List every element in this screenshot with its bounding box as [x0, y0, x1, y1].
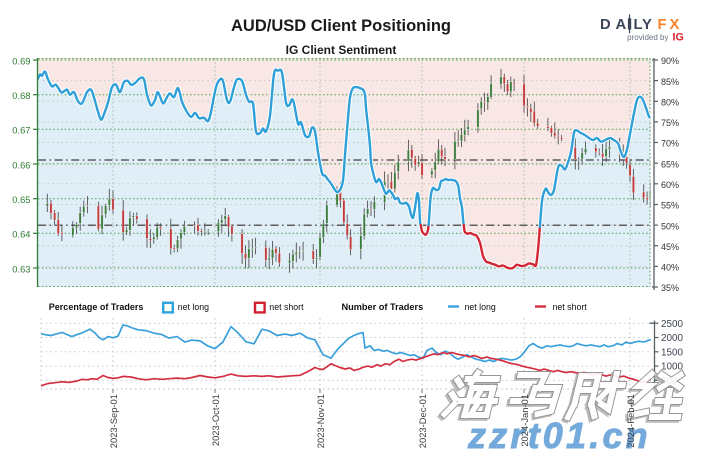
svg-text:70%: 70%: [661, 139, 679, 149]
svg-text:net short: net short: [269, 302, 304, 312]
svg-text:45%: 45%: [661, 242, 679, 252]
svg-text:2500: 2500: [661, 319, 683, 330]
svg-text:AUD/USD Client Positioning: AUD/USD Client Positioning: [231, 17, 451, 35]
svg-text:IG: IG: [673, 32, 684, 44]
svg-text:80%: 80%: [661, 98, 679, 108]
svg-text:Number of Traders: Number of Traders: [342, 302, 424, 312]
svg-text:1000: 1000: [661, 362, 683, 373]
svg-text:A: A: [616, 17, 627, 33]
svg-text:D: D: [600, 17, 611, 33]
svg-text:2023-Oct-01: 2023-Oct-01: [210, 394, 221, 446]
svg-text:zzrt01.cn: zzrt01.cn: [467, 415, 651, 455]
svg-text:X: X: [670, 17, 680, 33]
svg-text:net long: net long: [178, 302, 209, 312]
svg-text:0.64: 0.64: [12, 229, 30, 240]
svg-text:40%: 40%: [661, 263, 679, 273]
svg-text:Y: Y: [642, 17, 652, 33]
svg-text:75%: 75%: [661, 118, 679, 128]
svg-text:0.66: 0.66: [12, 159, 30, 170]
svg-text:2024-Feb-01: 2024-Feb-01: [625, 394, 636, 448]
svg-text:0.67: 0.67: [12, 125, 30, 136]
svg-text:L: L: [634, 17, 643, 33]
svg-text:F: F: [658, 17, 667, 33]
svg-text:2023-Dec-01: 2023-Dec-01: [417, 394, 428, 448]
svg-text:50%: 50%: [661, 221, 679, 231]
svg-text:2023-Sep-01: 2023-Sep-01: [108, 394, 119, 448]
svg-text:provided by: provided by: [627, 33, 668, 42]
svg-text:60%: 60%: [661, 180, 679, 190]
svg-text:35%: 35%: [661, 283, 679, 293]
svg-text:0.68: 0.68: [12, 90, 30, 101]
svg-text:2024-Jan-01: 2024-Jan-01: [519, 394, 530, 447]
svg-text:55%: 55%: [661, 201, 679, 211]
svg-text:2000: 2000: [661, 333, 683, 344]
svg-text:85%: 85%: [661, 77, 679, 87]
svg-text:65%: 65%: [661, 159, 679, 169]
svg-text:1500: 1500: [661, 347, 683, 358]
svg-text:2023-Nov-01: 2023-Nov-01: [315, 394, 326, 448]
svg-text:zzrt01.cn: zzrt01.cn: [467, 415, 651, 455]
svg-text:90%: 90%: [661, 56, 679, 66]
svg-text:net long: net long: [465, 302, 496, 312]
svg-text:net short: net short: [553, 302, 588, 312]
svg-text:0.63: 0.63: [12, 263, 30, 274]
svg-text:IG Client Sentiment: IG Client Sentiment: [286, 43, 397, 57]
svg-text:Percentage of Traders: Percentage of Traders: [49, 302, 144, 312]
svg-text:0.65: 0.65: [12, 194, 30, 205]
svg-text:0.69: 0.69: [12, 55, 30, 66]
